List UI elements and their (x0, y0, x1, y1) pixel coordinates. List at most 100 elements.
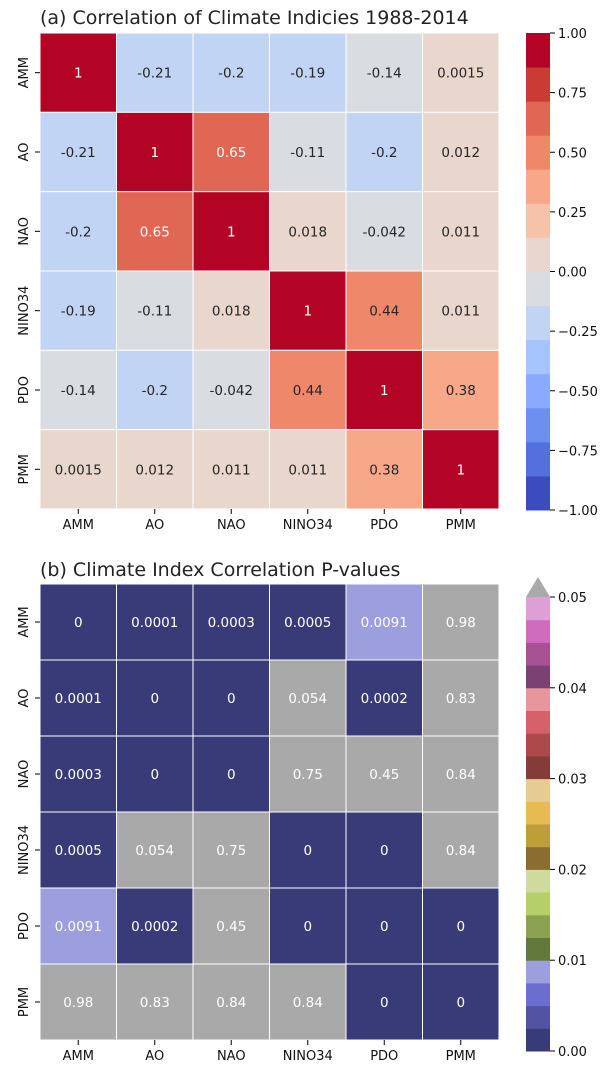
cell-value-label: 0.83 (140, 995, 170, 1011)
heatmap-cell (269, 270, 347, 351)
heatmap-cell (39, 429, 117, 510)
x-tick-label: PDO (370, 1049, 398, 1064)
cell-value-label: 0.018 (288, 224, 327, 240)
colorbar-tick-label: 0.25 (558, 206, 587, 221)
cell-value-label: 1 (227, 224, 236, 240)
cell-value-label: 1 (74, 66, 83, 82)
heatmap-cell (269, 349, 347, 431)
y-tick-label: PMM (17, 987, 32, 1017)
cell-value-label: 0.0002 (361, 691, 408, 707)
y-tick-label: AO (17, 143, 32, 162)
heatmap-cell (192, 270, 270, 351)
heatmap-cell (422, 887, 500, 965)
heatmap-cell (269, 887, 347, 965)
heatmap-cell (269, 735, 347, 813)
cell-value-label: 0.84 (446, 843, 476, 859)
colorbar-tick-label: 0.75 (558, 87, 587, 102)
heatmap-cell (422, 32, 500, 113)
heatmap-cell (269, 583, 347, 661)
cell-value-label: -0.042 (362, 224, 406, 240)
cell-value-label: 0.98 (63, 995, 93, 1011)
heatmap-cell (192, 659, 270, 737)
colorbar-segment (526, 665, 550, 689)
heatmap-cell (345, 349, 423, 431)
heatmap-cell (116, 735, 194, 813)
colorbar-segment (526, 407, 550, 443)
y-tick-label: PDO (17, 376, 32, 404)
colorbar-tick-label: −0.50 (558, 385, 598, 400)
heatmap-cell (39, 659, 117, 737)
heatmap-cell (39, 191, 117, 272)
cell-value-label: 0.012 (441, 145, 480, 161)
colorbar-segment (526, 33, 550, 68)
cell-value-label: 0.054 (135, 843, 174, 859)
x-tick-label: AMM (63, 1049, 94, 1064)
heatmap-cell (39, 349, 117, 431)
heatmap-cell (345, 270, 423, 351)
cell-value-label: 0 (380, 919, 389, 935)
cell-value-label: -0.11 (137, 304, 172, 320)
colorbar-segment (526, 846, 550, 870)
x-tick-label: NAO (217, 1049, 246, 1064)
colorbar-tick-label: 0.50 (558, 146, 587, 161)
cell-value-label: 0.011 (288, 462, 327, 478)
colorbar-segment (526, 339, 550, 375)
colorbar-tick-label: −0.75 (558, 444, 598, 459)
cell-value-label: 0.0091 (361, 615, 408, 631)
cell-value-label: 0.98 (446, 615, 476, 631)
colorbar-segment (526, 824, 550, 848)
cell-value-label: 0.84 (446, 767, 476, 783)
cell-value-label: 0 (150, 767, 159, 783)
heatmap-cell (422, 583, 500, 661)
colorbar-tick-label: 0.01 (558, 954, 587, 969)
colorbar-segment (526, 1005, 550, 1029)
cell-value-label: -0.14 (367, 66, 402, 82)
heatmap-cell (269, 963, 347, 1041)
chart-b-heatmap: 0 0.0001 0.0003 0.0005 0.0091 0.98 0.0001 0 0 0.0… (17, 583, 500, 1064)
heatmap-cell (192, 963, 270, 1041)
colorbar-segment (526, 960, 550, 984)
colorbar-segment (526, 687, 550, 711)
y-tick-label: NAO (17, 760, 32, 789)
cell-value-label: 0.0015 (55, 462, 102, 478)
colorbar-tick-label: 0.02 (558, 863, 587, 878)
heatmap-cell (192, 32, 270, 113)
heatmap-cell (422, 429, 500, 510)
colorbar-segment (526, 778, 550, 802)
x-tick-label: AO (145, 1049, 164, 1064)
y-tick-label: AO (17, 689, 32, 708)
cell-value-label: 0 (303, 843, 312, 859)
colorbar-segment (526, 237, 550, 272)
colorbar-segment (526, 135, 550, 170)
colorbar-segment (526, 982, 550, 1007)
colorbar-tick-label: 1.00 (558, 27, 587, 42)
cell-value-label: -0.19 (61, 304, 96, 320)
colorbar-segment (526, 710, 550, 734)
cell-value-label: 0 (456, 919, 465, 935)
colorbar-tick-label: 0.00 (558, 1045, 587, 1060)
heatmap-cell (39, 887, 117, 965)
heatmap-cell (345, 811, 423, 889)
cell-value-label: 0.38 (369, 462, 399, 478)
cell-value-label: -0.19 (290, 66, 325, 82)
cell-value-label: 0.0003 (208, 615, 255, 631)
heatmap-cell (345, 191, 423, 272)
cell-value-label: 0 (74, 615, 83, 631)
heatmap-cell (422, 349, 500, 431)
colorbar-segment (526, 892, 550, 916)
cell-value-label: 0.0091 (55, 919, 102, 935)
x-tick-label: PMM (446, 1049, 476, 1064)
cell-value-label: 0 (456, 995, 465, 1011)
cell-value-label: 0.011 (441, 304, 480, 320)
cell-value-label: -0.2 (218, 66, 244, 82)
heatmap-cell (269, 191, 347, 272)
heatmap-cell (345, 583, 423, 661)
cell-value-label: 0.65 (140, 224, 170, 240)
heatmap-cell (269, 659, 347, 737)
heatmap-cell (345, 887, 423, 965)
cell-value-label: 1 (303, 304, 312, 320)
y-tick-label: NAO (17, 217, 32, 246)
cell-value-label: 0.011 (212, 462, 251, 478)
cell-value-label: 0.83 (446, 691, 476, 707)
